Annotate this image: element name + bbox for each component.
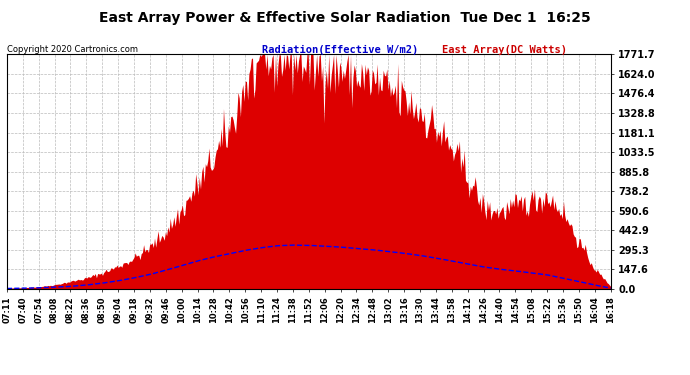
Text: Copyright 2020 Cartronics.com: Copyright 2020 Cartronics.com	[7, 45, 138, 54]
Text: East Array(DC Watts): East Array(DC Watts)	[442, 45, 566, 55]
Text: Radiation(Effective W/m2): Radiation(Effective W/m2)	[262, 45, 418, 55]
Text: East Array Power & Effective Solar Radiation  Tue Dec 1  16:25: East Array Power & Effective Solar Radia…	[99, 11, 591, 25]
